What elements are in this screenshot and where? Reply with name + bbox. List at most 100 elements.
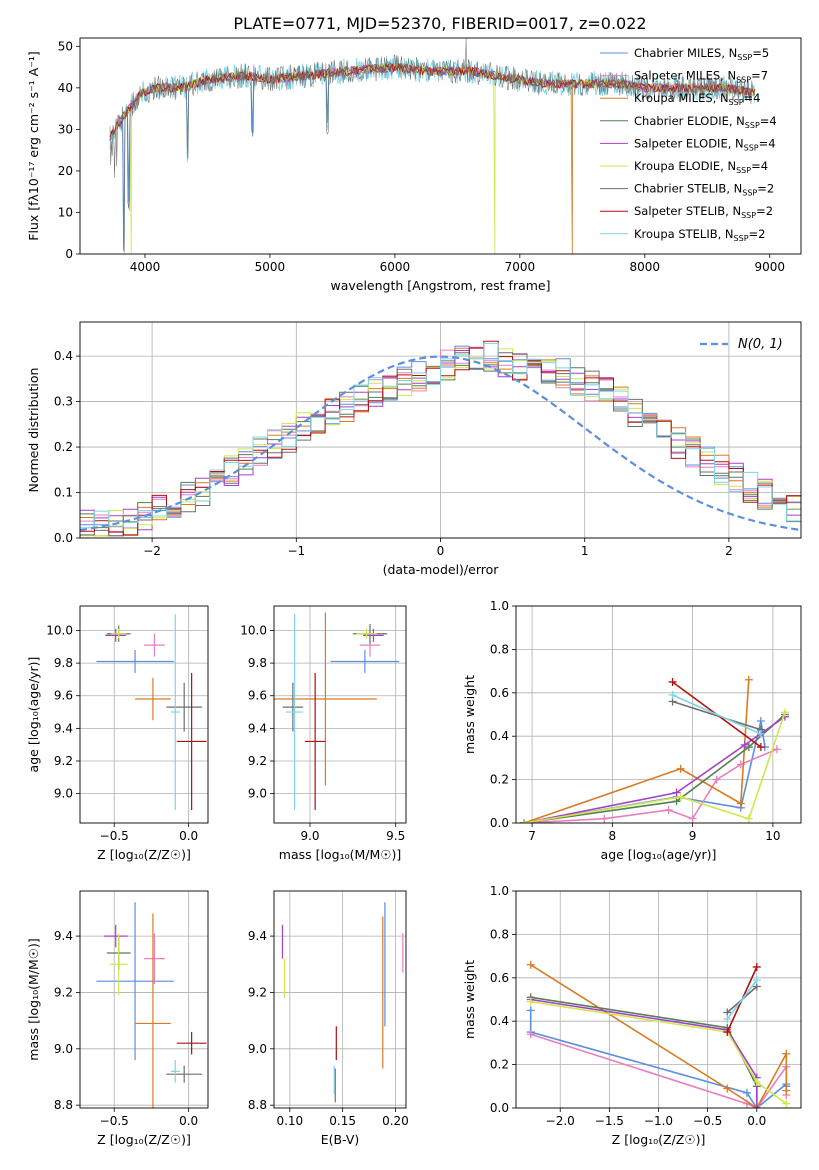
y-tick-label: 9.4 [54, 929, 73, 943]
histogram-step [80, 347, 801, 531]
y-tick-label: 9.0 [248, 787, 267, 801]
x-tick-label: 0.0 [747, 1114, 766, 1128]
legend-subscript: SSP [736, 76, 751, 85]
weight-line [523, 713, 786, 823]
weight-line [523, 712, 786, 823]
x-tick-label: 8 [609, 829, 617, 843]
legend-entry: Kroupa STELIB, NSSP=2 [634, 227, 765, 243]
weight-marker [676, 792, 685, 801]
y-tick-label: 10.0 [240, 623, 267, 637]
x-tick-label: 2 [725, 544, 733, 558]
weight-marker [782, 1099, 791, 1108]
y-tick-label: 1.0 [490, 599, 509, 613]
legend-subscript: SSP [742, 189, 757, 198]
weight-marker [752, 975, 761, 984]
plot-area-age-vs-mass [274, 612, 400, 810]
plot-area-age-vs-Z [96, 614, 207, 810]
x-tick-label: −1 [287, 544, 305, 558]
y-tick-label: 9.4 [248, 929, 267, 943]
plot-area-mass-vs-ebv [281, 902, 404, 1103]
plot-area-residuals [80, 340, 801, 537]
chart-weight-vs-age: 7 8 9 10 0.0 0.2 0.4 0.6 0.8 1.0 age [log₁₀(age/yr… [462, 599, 802, 862]
weight-marker [668, 690, 677, 699]
y-tick-label: 0.0 [54, 531, 73, 545]
y-tick-label: 9.2 [248, 985, 267, 999]
x-tick-label: 6000 [380, 260, 411, 274]
y-tick-label: 0.2 [490, 1058, 509, 1072]
x-tick-label: −0.5 [693, 1114, 722, 1128]
y-tick-label: 0.1 [54, 486, 73, 500]
weight-marker [520, 819, 529, 823]
weight-marker [600, 814, 609, 823]
x-tick-label: 10 [765, 829, 780, 843]
y-tick-label: 0.8 [490, 642, 509, 656]
legend-label: Salpeter ELODIE, N [634, 136, 744, 150]
y-axis-label: mass [log₁₀(M/M☉)] [26, 938, 41, 1060]
y-tick-label: 30 [58, 122, 73, 136]
x-tick-label: −0.5 [100, 829, 129, 843]
legend-entry: Salpeter MILES, NSSP=7 [634, 69, 768, 85]
weight-marker [526, 1030, 535, 1039]
y-tick-label: 0.8 [490, 927, 509, 941]
x-tick-label: 0.20 [382, 1114, 409, 1128]
x-tick-label: −1.0 [644, 1114, 673, 1128]
y-tick-label: 9.0 [248, 1042, 267, 1056]
chart-age-vs-mass: 9.0 9.5 9.0 9.2 9.4 9.6 9.8 10.0 mass [log₁₀(M/M… [240, 605, 407, 862]
x-axis-label: Z [log₁₀(Z/Z☉)] [97, 1132, 191, 1147]
chart-mass-vs-Z: −0.5 0.0 8.8 9.0 9.2 9.4 Z [log₁₀(Z/Z☉)] mass [… [26, 890, 209, 1147]
x-tick-label: 4000 [130, 260, 161, 274]
weight-marker [723, 1028, 732, 1037]
y-tick-label: 9.6 [54, 689, 73, 703]
x-tick-label: −2 [143, 544, 161, 558]
x-axis-label: Z [log₁₀(Z/Z☉)] [97, 847, 191, 862]
weight-marker [526, 960, 535, 969]
legend-entry: Kroupa ELODIE, NSSP=4 [634, 159, 768, 175]
x-tick-label: 0.10 [276, 1114, 303, 1128]
x-tick-label: 9.0 [300, 829, 319, 843]
y-tick-label: 9.4 [54, 721, 73, 735]
weight-marker [744, 675, 753, 684]
y-tick-label: 20 [58, 164, 73, 178]
weight-marker [752, 1104, 761, 1108]
legend-label: Kroupa ELODIE, N [634, 159, 736, 173]
weight-marker [756, 717, 765, 726]
weight-line [530, 1000, 787, 1105]
weight-marker [744, 814, 753, 823]
legend-suffix: =2 [756, 204, 773, 218]
histogram-step [80, 342, 801, 529]
plot-area-weight-vs-Z [526, 960, 791, 1108]
y-tick-label: 0.6 [490, 971, 509, 985]
weight-marker [712, 775, 721, 784]
y-tick-label: 50 [58, 39, 73, 53]
weight-line [530, 964, 788, 1108]
axes-frame [273, 890, 407, 1109]
legend-subscript: SSP [745, 121, 760, 130]
y-tick-label: 0.2 [490, 773, 509, 787]
legend-label: Chabrier ELODIE, N [634, 114, 745, 128]
weight-marker [782, 1086, 791, 1095]
x-axis-label: mass [log₁₀(M/M☉)] [279, 847, 401, 862]
x-tick-label: 9.5 [386, 829, 405, 843]
chart-layer: 4000 5000 6000 7000 8000 900001020304050wavel… [26, 37, 802, 1147]
chart-spectrum: 4000 5000 6000 7000 8000 9000 0 10 20 30 40 50 wavel… [26, 37, 802, 293]
axes-frame [79, 605, 209, 824]
chart-weight-vs-Z: −2.0 −1.5 −1.0 −0.5 0.0 0.0 0.2 0.4 0.6 0.8 1.0 Z [… [462, 884, 802, 1147]
weight-marker [740, 740, 749, 749]
legend-suffix: =4 [744, 91, 761, 105]
y-axis-label: mass weight [462, 675, 477, 754]
axes-frame [79, 890, 209, 1109]
x-axis-label: age [log₁₀(age/yr)] [601, 847, 717, 862]
legend-suffix: =2 [749, 227, 766, 241]
weight-marker [782, 1049, 791, 1058]
axes-frame [515, 605, 802, 824]
x-axis-label: (data-model)/error [383, 562, 500, 577]
y-tick-label: 0.4 [490, 1014, 509, 1028]
chart-mass-vs-ebv: 0.10 0.15 0.20 8.8 9.0 9.2 9.4 E(B-V) [248, 890, 409, 1147]
y-axis-label: mass weight [462, 960, 477, 1039]
y-tick-label: 9.8 [248, 656, 267, 670]
plot-area-mass-vs-Z [96, 902, 207, 1108]
weight-marker [780, 708, 789, 717]
